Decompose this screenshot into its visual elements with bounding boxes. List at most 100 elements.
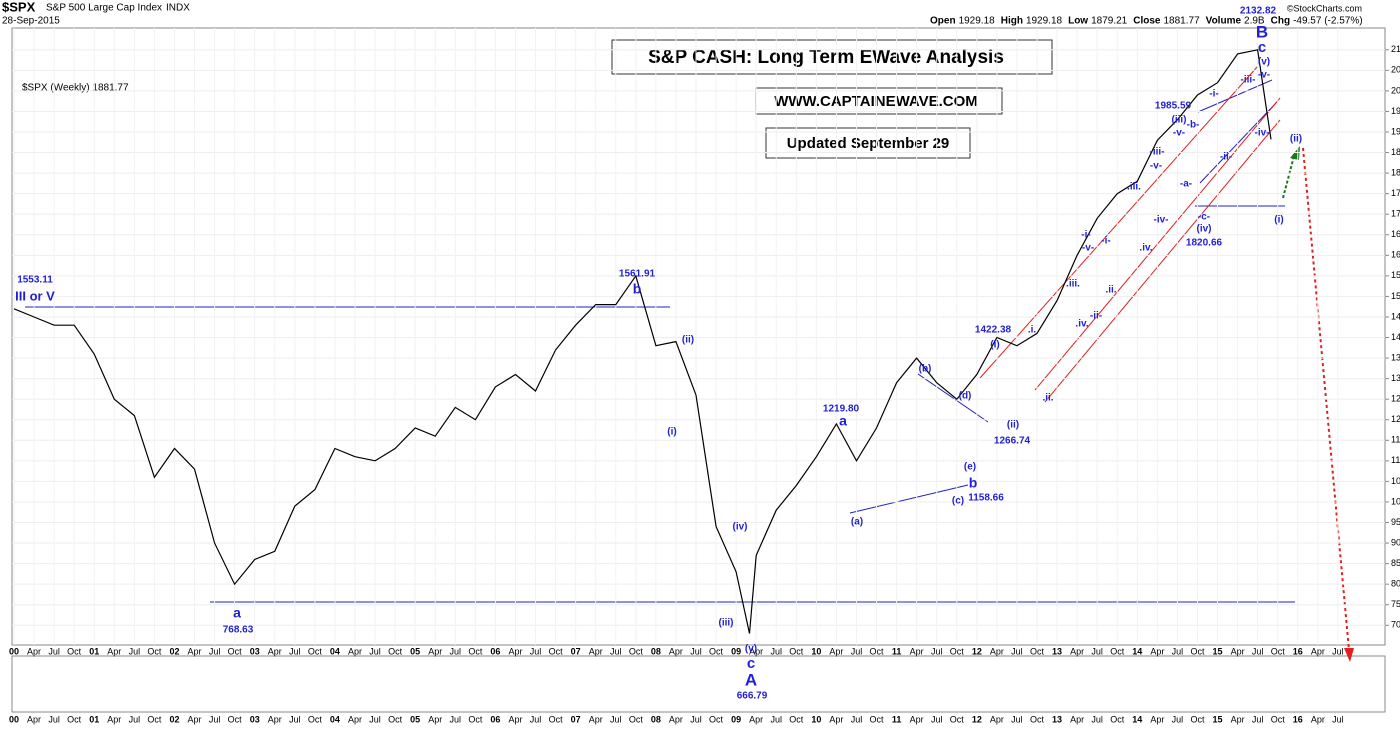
x-tick-label: Apr [348, 714, 362, 724]
x-tick-label: Apr [829, 714, 843, 724]
x-tick-label: 13 [1052, 714, 1062, 724]
x-tick-label: Jul [931, 646, 943, 656]
wave-label: -c- [1198, 212, 1210, 223]
y-tick-label: 950 [1391, 517, 1400, 527]
wave-label: 2132.82 [1240, 6, 1277, 17]
y-tick-label: 1250 [1391, 394, 1400, 404]
y-tick-label: 1900 [1391, 126, 1400, 136]
quote-label: Chg [1271, 16, 1290, 27]
x-tick-label: Oct [870, 714, 885, 724]
x-tick-label: 14 [1132, 646, 1142, 656]
y-tick-label: 1550 [1391, 270, 1400, 280]
x-tick-label: Oct [1271, 646, 1286, 656]
x-tick-label: Jul [1011, 646, 1023, 656]
x-tick-label: Jul [48, 646, 60, 656]
wave-label: -v- [1150, 161, 1162, 172]
note: Updated September 29 [787, 135, 950, 152]
x-tick-label: 15 [1213, 714, 1223, 724]
x-tick-label: Oct [789, 714, 804, 724]
wave-label: 1422.38 [975, 325, 1012, 336]
wave-label: .iii. [1127, 182, 1141, 193]
x-tick-label: 02 [169, 714, 179, 724]
x-tick-label: Oct [308, 714, 323, 724]
x-tick-label: 05 [410, 714, 420, 724]
x-tick-label: Jul [610, 714, 622, 724]
x-tick-label: Jul [48, 714, 60, 724]
y-tick-label: 1350 [1391, 352, 1400, 362]
x-tick-label: Oct [228, 714, 243, 724]
quote-value: -49.57 (-2.57%) [1293, 16, 1362, 27]
y-tick-label: 1400 [1391, 332, 1400, 342]
quote-label: Low [1068, 16, 1088, 27]
x-tick-label: Apr [268, 714, 282, 724]
quote-label: Volume [1206, 16, 1242, 27]
x-tick-label: 10 [811, 714, 821, 724]
title-box [611, 39, 1053, 75]
y-tick-label: 1050 [1391, 476, 1400, 486]
x-tick-label: Apr [1070, 646, 1084, 656]
x-tick-label: Jul [1332, 714, 1344, 724]
x-tick-label: Jul [530, 714, 542, 724]
x-tick-label: 16 [1293, 646, 1303, 656]
x-tick-label: 06 [490, 714, 500, 724]
x-tick-label: Jul [851, 646, 863, 656]
wave-label: -i- [1081, 230, 1090, 241]
x-tick-label: Apr [508, 646, 522, 656]
y-tick-label: 1950 [1391, 106, 1400, 116]
plot-frame [11, 27, 1386, 646]
x-tick-label: Apr [1311, 714, 1325, 724]
wave-label: (b) [919, 364, 932, 375]
wave-label: -iii- [1241, 75, 1256, 86]
channel-line [1044, 119, 1281, 403]
x-tick-label: Oct [709, 646, 724, 656]
x-tick-label: Oct [468, 646, 483, 656]
x-tick-label: Oct [147, 646, 162, 656]
x-tick-label: Oct [950, 714, 965, 724]
x-tick-label: Apr [1311, 646, 1325, 656]
x-tick-label: Apr [669, 714, 683, 724]
x-tick-label: Oct [1110, 714, 1125, 724]
wave-label: A [745, 670, 757, 689]
y-tick-label: 1500 [1391, 291, 1400, 301]
x-tick-label: Apr [990, 646, 1004, 656]
x-tick-label: Apr [348, 646, 362, 656]
x-tick-label: Jul [289, 714, 301, 724]
wave-label: (c) [952, 496, 964, 507]
x-tick-label: Jul [851, 714, 863, 724]
x-tick-label: Jul [530, 646, 542, 656]
chart-title: S&P CASH: Long Term EWave Analysis [648, 47, 1004, 68]
exchange: INDX [166, 3, 190, 14]
trendline [1197, 79, 1273, 113]
wave-label: .ii. [1042, 393, 1053, 404]
y-tick-label: 1300 [1391, 373, 1400, 383]
wave-label: b [633, 281, 642, 297]
x-tick-label: 04 [330, 646, 340, 656]
x-tick-label: Oct [67, 714, 82, 724]
y-tick-label: 1450 [1391, 311, 1400, 321]
x-tick-label: 08 [651, 714, 661, 724]
x-tick-label: Jul [289, 646, 301, 656]
quote-value: 2.9B [1244, 16, 1265, 27]
x-tick-label: Jul [1252, 714, 1264, 724]
x-tick-label: 02 [169, 646, 179, 656]
wave-label: (e) [964, 462, 976, 473]
x-tick-label: Oct [388, 646, 403, 656]
wave-label: 1985.59 [1155, 101, 1192, 112]
x-tick-label: 12 [972, 646, 982, 656]
x-tick-label: 03 [250, 646, 260, 656]
x-tick-label: Apr [188, 646, 202, 656]
x-tick-label: 07 [571, 646, 581, 656]
legend: $SPX (Weekly) 1881.77 [22, 83, 129, 94]
x-tick-label: Oct [549, 714, 564, 724]
price-line [13, 49, 1272, 634]
x-tick-label: 15 [1213, 646, 1223, 656]
wave-label: -iv- [1255, 128, 1270, 139]
wave-label: -ii- [1090, 311, 1102, 322]
x-tick-label: Jul [450, 646, 462, 656]
x-tick-label: Apr [910, 646, 924, 656]
wave-label: (i) [990, 340, 999, 351]
x-tick-label: Oct [1190, 714, 1205, 724]
wave-label: (a) [851, 517, 863, 528]
wave-label: b [969, 475, 978, 491]
y-tick-label: 900 [1391, 537, 1400, 547]
